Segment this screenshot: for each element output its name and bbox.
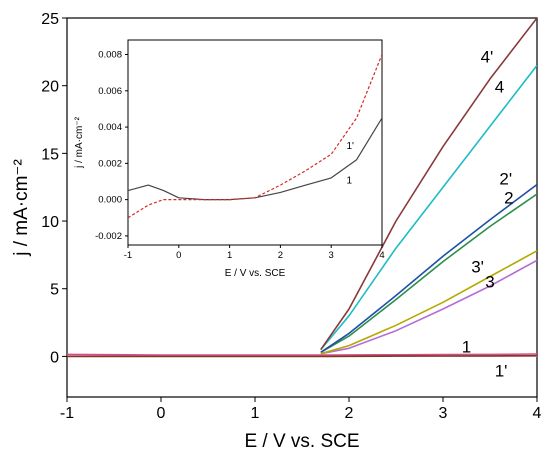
x-tick-label-4: 3 [439,405,448,422]
series-line-2 [67,354,537,358]
y-tick-label-5: 25 [41,11,59,28]
inset-y-tick-label-0: -0.002 [95,231,122,242]
inset-x-tick-label-5: 4 [379,250,384,261]
curve-label-2: 2' [499,169,512,188]
plot-area [67,18,537,358]
inset-x-tick-label-4: 3 [329,250,334,261]
series-line-8 [320,18,537,351]
curve-label-4: 3' [471,257,484,276]
inset-x-tick-label-2: 1 [227,250,232,261]
series-line-4 [320,183,537,353]
inset-series-line-1 [128,117,382,201]
inset-x-tick-label-0: -1 [124,250,132,261]
inset-x-tick-label-3: 2 [278,250,283,261]
series-line-7 [320,64,537,351]
curve-label-6: 1 [462,337,471,356]
curve-label-7: 1' [495,362,508,381]
x-tick-label-2: 1 [251,405,260,422]
curve-label-1: 4 [495,77,504,96]
inset-chart: -1 0 1 2 3 4 -0.002 0.000 0.002 0.004 0.006 0.008 E … [74,39,385,279]
x-tick-label-3: 2 [345,405,354,422]
x-tick-label-0: -1 [60,405,74,422]
inset-curve-label-0: 1' [346,141,354,152]
series-line-1 [67,353,537,356]
inset-y-axis-title: j / mA·cm⁻² [74,116,85,168]
series-line-6 [320,250,537,355]
inset-y-tick-label-4: 0.006 [98,86,122,97]
inset-plot-frame [127,39,383,246]
inset-y-tick-label-2: 0.002 [98,158,122,169]
inset-x-tick-label-1: 0 [176,250,181,261]
x-tick-label-1: 0 [157,405,166,422]
inset-y-tick-label-3: 0.004 [98,122,122,133]
y-tick-label-3: 15 [41,146,59,163]
inset-curve-label-1: 1 [346,175,352,186]
inset-y-tick-label-5: 0.008 [98,50,122,61]
x-axis-title: E / V vs. SCE [244,431,359,452]
x-tick-label-5: 4 [533,405,542,422]
y-tick-label-1: 5 [50,282,59,299]
curve-label-5: 3 [485,272,494,291]
inset-plot-area [128,54,382,219]
y-axis-title: j / mA·cm⁻² [11,159,32,257]
inset-x-axis-title: E / V vs. SCE [225,268,286,279]
series-line-5 [320,259,537,355]
series-line-3 [320,193,537,353]
y-tick-label-0: 0 [50,349,59,366]
curve-label-3: 2 [504,188,513,207]
curve-label-0: 4' [481,48,494,67]
inset-y-tick-label-1: 0.000 [98,195,122,206]
y-tick-label-2: 10 [41,214,59,231]
inset-series-line-2 [128,54,382,219]
y-tick-label-4: 20 [41,79,59,96]
